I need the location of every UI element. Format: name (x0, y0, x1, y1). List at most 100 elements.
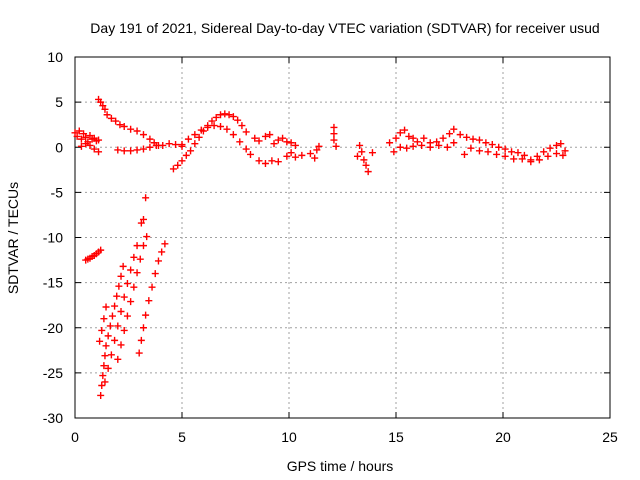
data-point (287, 149, 295, 157)
data-point (195, 133, 203, 141)
data-point (151, 270, 159, 278)
data-point (104, 364, 112, 372)
data-point (182, 151, 190, 159)
data-point (520, 151, 528, 159)
data-point (133, 127, 141, 135)
data-point (133, 269, 141, 277)
data-point (101, 378, 109, 386)
data-point (148, 283, 156, 291)
data-point (208, 117, 216, 125)
data-point (540, 148, 548, 156)
data-point (291, 153, 299, 161)
data-point (510, 155, 518, 163)
data-point (229, 131, 237, 139)
data-point (120, 122, 128, 130)
data-point (98, 326, 106, 334)
data-point (251, 134, 259, 142)
data-point (106, 322, 114, 330)
data-point (119, 262, 127, 270)
data-point (364, 168, 372, 176)
data-point (108, 312, 116, 320)
data-point (210, 122, 218, 130)
data-point (127, 125, 135, 133)
data-point (217, 111, 225, 119)
data-point (95, 136, 103, 144)
data-point (142, 311, 150, 319)
data-point (116, 121, 124, 129)
data-point (204, 123, 212, 131)
data-point (418, 141, 426, 149)
data-point (123, 312, 131, 320)
data-point (392, 134, 400, 142)
data-point (535, 156, 543, 164)
data-point (172, 141, 180, 149)
data-point (71, 129, 79, 137)
data-point (130, 283, 138, 291)
data-point (107, 114, 115, 122)
data-point (130, 253, 138, 261)
data-point (133, 146, 141, 154)
data-point (409, 142, 417, 150)
data-point (443, 143, 451, 151)
data-point (368, 149, 376, 157)
chart-title: Day 191 of 2021, Sidereal Day-to-day VTE… (90, 20, 599, 36)
data-point (527, 158, 535, 166)
data-point (99, 372, 107, 380)
data-point (298, 151, 306, 159)
data-point (139, 242, 147, 250)
data-point (137, 336, 145, 344)
data-point (546, 144, 554, 152)
data-point (518, 155, 526, 163)
data-point (184, 135, 192, 143)
data-point (561, 147, 569, 155)
x-tick-label: 10 (281, 429, 297, 445)
data-point (103, 111, 111, 119)
data-point (223, 125, 231, 133)
data-point (409, 134, 417, 142)
y-tick-label: 5 (55, 94, 63, 110)
data-point (435, 141, 443, 149)
data-point (268, 157, 276, 165)
data-point (234, 116, 242, 124)
data-point (456, 131, 464, 139)
x-axis-label: GPS time / hours (287, 458, 394, 474)
data-point (135, 349, 143, 357)
data-point (358, 148, 366, 156)
data-point (330, 130, 338, 138)
data-point (229, 113, 237, 121)
data-point (475, 147, 483, 155)
x-tick-label: 5 (178, 429, 186, 445)
y-tick-label: 10 (47, 49, 63, 65)
x-tick-label: 25 (602, 429, 618, 445)
y-tick-label: 0 (55, 139, 63, 155)
data-point (405, 132, 413, 140)
x-tick-labels: 0 5 10 15 20 25 (71, 429, 618, 445)
data-point (469, 135, 477, 143)
data-point (96, 337, 104, 345)
data-point (482, 139, 490, 147)
data-point (114, 146, 122, 154)
data-point (330, 123, 338, 131)
data-point (80, 130, 88, 138)
data-point (97, 246, 105, 254)
data-point (178, 141, 186, 149)
data-point (242, 145, 250, 153)
data-point (86, 132, 94, 140)
y-tick-labels: -30 -25 -20 -15 -10 -5 0 5 10 (43, 49, 63, 426)
data-point (191, 131, 199, 139)
data-point (100, 315, 108, 323)
x-tick-label: 0 (71, 429, 79, 445)
data-point (242, 128, 250, 136)
x-tick-label: 15 (388, 429, 404, 445)
data-point (279, 134, 287, 142)
data-point (433, 138, 441, 146)
data-point (439, 134, 447, 142)
data-point (330, 136, 338, 144)
data-point (127, 266, 135, 274)
data-point (137, 219, 145, 227)
data-point (221, 110, 229, 118)
data-point (142, 194, 150, 202)
data-point (306, 150, 314, 158)
y-tick-label: -5 (51, 184, 64, 200)
